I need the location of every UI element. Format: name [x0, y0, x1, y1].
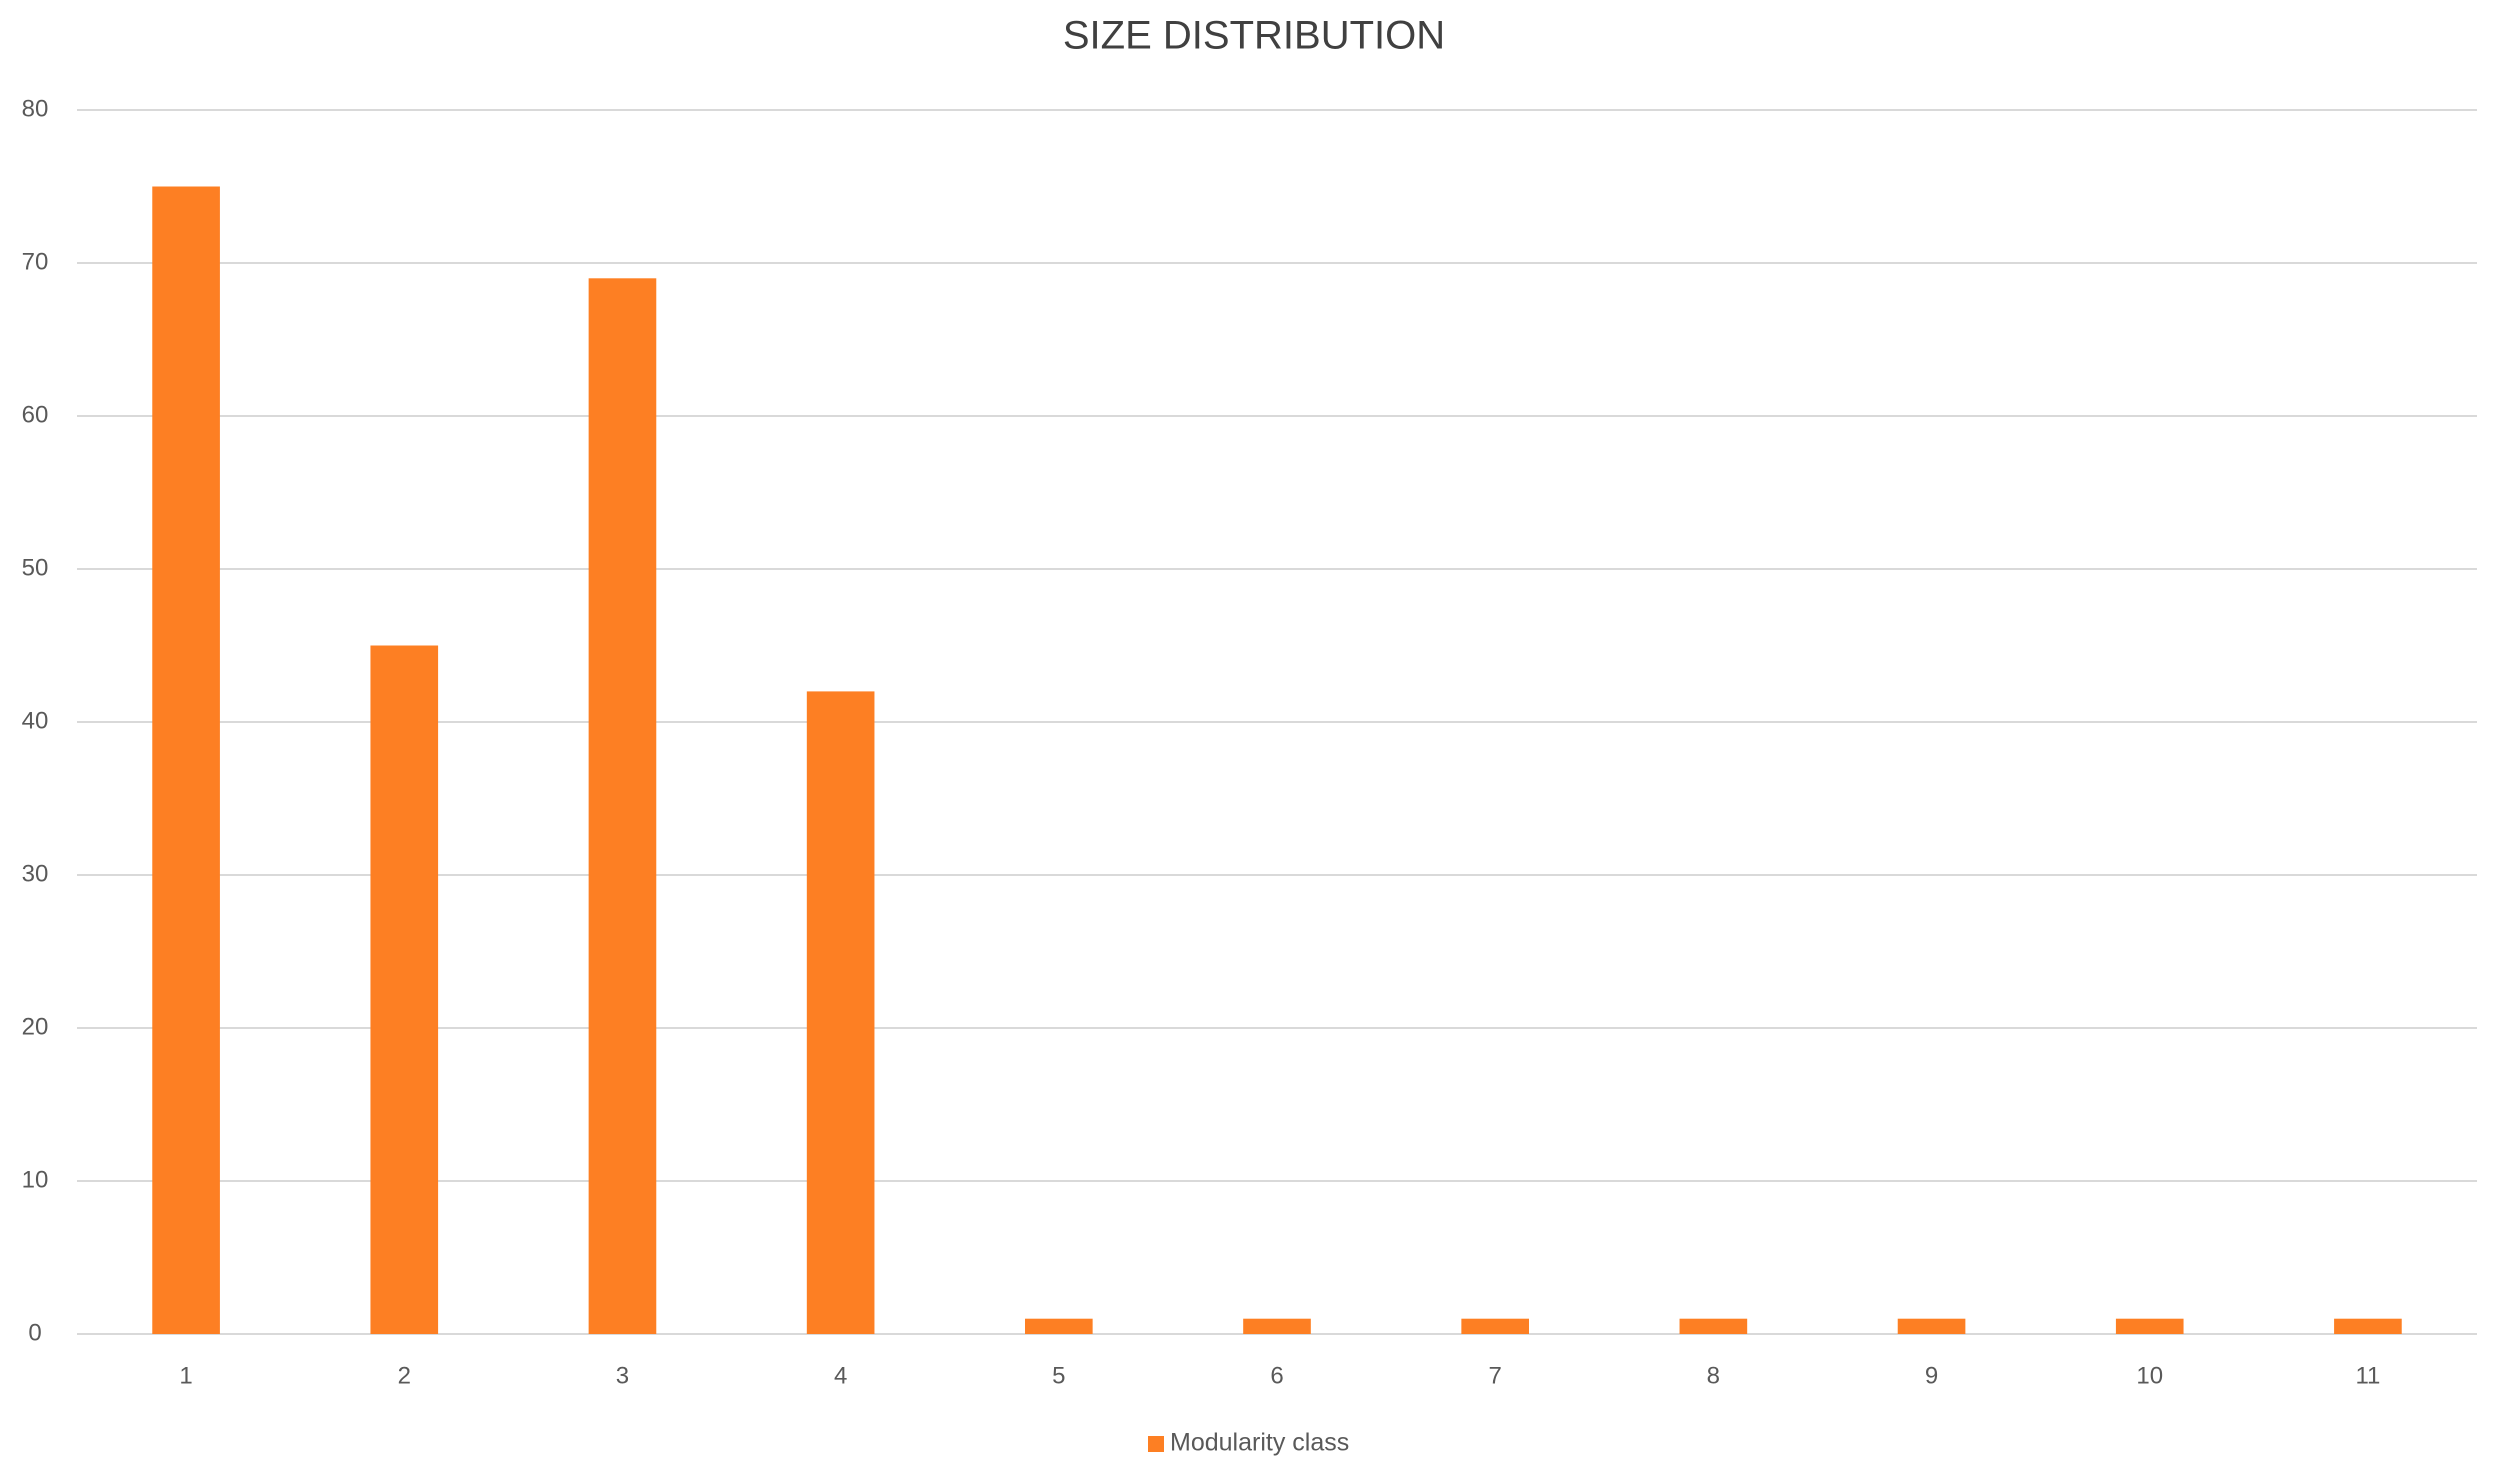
x-tick-label: 5 — [1052, 1362, 1065, 1389]
y-tick-label: 60 — [22, 401, 49, 428]
bar — [1679, 1318, 1748, 1334]
y-tick-label: 0 — [28, 1319, 41, 1346]
bar — [588, 278, 657, 1334]
y-tick-label: 20 — [22, 1013, 49, 1040]
x-tick-label: 8 — [1707, 1362, 1720, 1389]
y-tick-label: 80 — [22, 95, 49, 122]
y-tick-label: 10 — [22, 1166, 49, 1193]
x-tick-label: 9 — [1925, 1362, 1938, 1389]
bar — [1243, 1318, 1311, 1334]
bar — [1461, 1318, 1529, 1334]
y-tick-label: 30 — [22, 860, 49, 887]
chart-title: SIZE DISTRIBUTION — [1063, 14, 1445, 58]
x-tick-label: 2 — [398, 1362, 411, 1389]
legend-swatch — [1148, 1436, 1164, 1452]
bar — [1025, 1318, 1093, 1334]
y-tick-label: 70 — [22, 248, 49, 275]
x-tick-label: 3 — [616, 1362, 629, 1389]
bar — [806, 691, 875, 1334]
bar — [1897, 1318, 1966, 1334]
bar — [2115, 1318, 2184, 1334]
x-tick-label: 10 — [2136, 1362, 2163, 1389]
y-tick-label: 40 — [22, 707, 49, 734]
x-tick-label: 1 — [179, 1362, 192, 1389]
bar — [152, 186, 220, 1334]
x-tick-label: 4 — [834, 1362, 847, 1389]
x-tick-label: 6 — [1270, 1362, 1283, 1389]
y-tick-label: 50 — [22, 554, 49, 581]
legend-label: Modularity class — [1170, 1429, 1349, 1457]
x-tick-label: 11 — [2355, 1362, 2380, 1389]
bar — [2334, 1318, 2402, 1334]
bar — [370, 645, 439, 1334]
x-tick-label: 7 — [1489, 1362, 1502, 1389]
